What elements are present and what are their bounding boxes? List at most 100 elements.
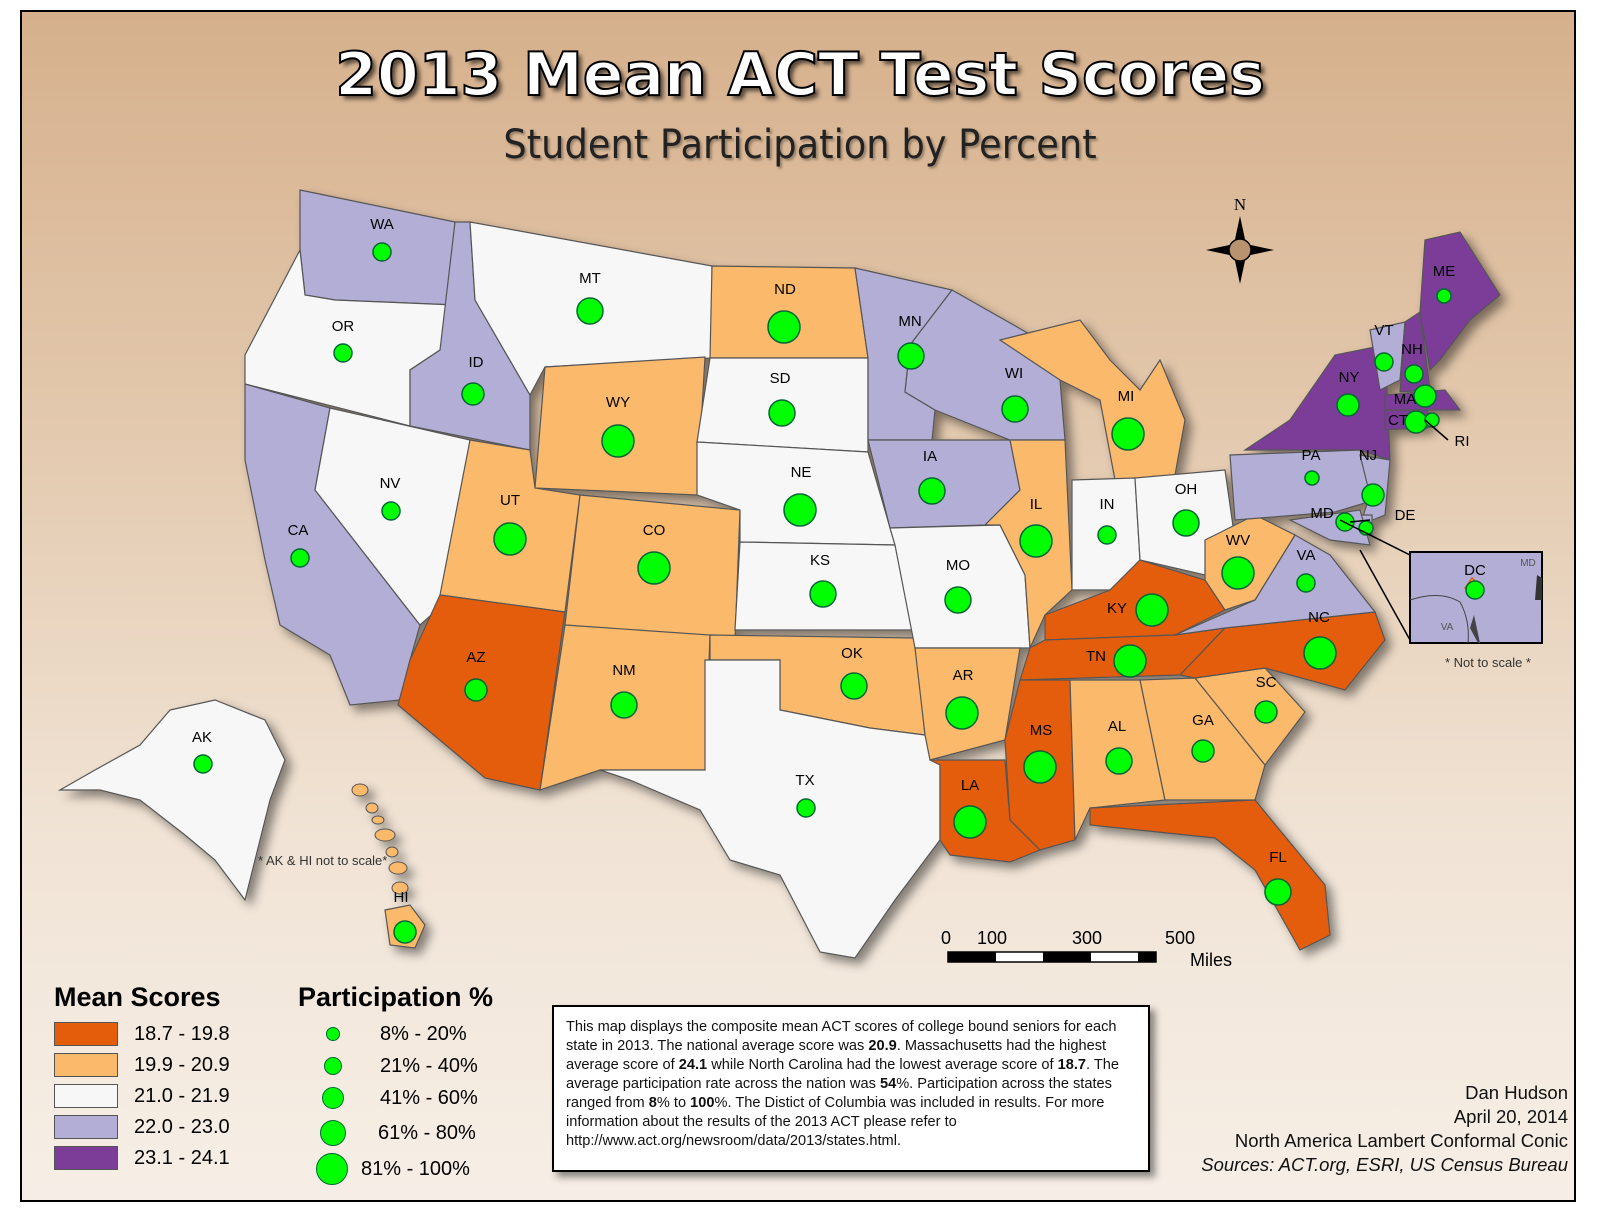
state-label-me: ME bbox=[1433, 263, 1456, 280]
participation-dot-nh bbox=[1404, 364, 1424, 384]
mean-legend-item: 23.1 - 24.1 bbox=[54, 1146, 230, 1170]
state-label-sc: SC bbox=[1256, 674, 1277, 691]
max-participation-value: 100 bbox=[690, 1095, 715, 1111]
participation-dot-vt bbox=[1374, 352, 1394, 372]
legend-swatch bbox=[54, 1084, 118, 1108]
participation-dot-az bbox=[464, 678, 488, 702]
participation-dot-wv bbox=[1221, 556, 1255, 590]
legend-label: 21% - 40% bbox=[380, 1054, 478, 1077]
participation-dot-or bbox=[333, 343, 353, 363]
participation-dot-ny bbox=[1336, 393, 1360, 417]
hawaii-island bbox=[391, 881, 409, 895]
mean-legend-item: 21.0 - 21.9 bbox=[54, 1084, 230, 1108]
state-label-md: MD bbox=[1310, 505, 1333, 522]
scale-unit: Miles bbox=[1190, 950, 1233, 970]
map-subtitle: Student Participation by Percent bbox=[503, 122, 1097, 168]
description-text: while North Carolina had the lowest aver… bbox=[707, 1057, 1058, 1073]
description-text: This map displays the composite mean ACT… bbox=[566, 1019, 1117, 1054]
state-pa bbox=[1229, 449, 1376, 521]
participation-dot-ar bbox=[945, 696, 979, 730]
state-label-nj: NJ bbox=[1359, 447, 1377, 464]
participation-dot-fl bbox=[1264, 878, 1292, 906]
participation-dot-nj bbox=[1361, 483, 1385, 507]
participation-dot-tx bbox=[796, 798, 816, 818]
state-label-mt: MT bbox=[579, 270, 601, 287]
state-label-id: ID bbox=[469, 354, 484, 371]
state-label-ak: AK bbox=[192, 729, 212, 746]
mean-legend-item: 18.7 - 19.8 bbox=[54, 1022, 230, 1046]
participation-dot-mo bbox=[944, 586, 972, 614]
state-label-hi: HI bbox=[394, 889, 409, 906]
hawaii-island bbox=[371, 815, 385, 825]
dc-label: DC bbox=[1464, 562, 1486, 579]
state-label-ct: CT bbox=[1388, 412, 1408, 429]
participation-dot-wi bbox=[1001, 395, 1029, 423]
date-credit: April 20, 2014 bbox=[1453, 1106, 1568, 1127]
legend-swatch bbox=[54, 1022, 118, 1046]
participation-legend-item: 21% - 40% bbox=[320, 1054, 478, 1078]
state-label-nc: NC bbox=[1308, 609, 1330, 626]
mean-legend-item: 19.9 - 20.9 bbox=[54, 1053, 230, 1077]
state-label-tx: TX bbox=[795, 772, 814, 789]
participation-dot-wa bbox=[372, 242, 392, 262]
lowest-score-value: 18.7 bbox=[1057, 1057, 1087, 1073]
description-text: %. Participation across the states range… bbox=[566, 1076, 1112, 1111]
participation-dot-la bbox=[953, 805, 987, 839]
north-label: N bbox=[1234, 195, 1246, 214]
description-text: . The average participation rate across … bbox=[566, 1057, 1120, 1092]
state-label-la: LA bbox=[961, 777, 979, 794]
state-label-tn: TN bbox=[1086, 648, 1106, 665]
hawaii-island bbox=[374, 828, 396, 842]
ak-hi-note: * AK & HI not to scale* bbox=[258, 853, 388, 868]
participation-dot-ut bbox=[493, 522, 527, 556]
state-label-ms: MS bbox=[1030, 722, 1053, 739]
state-shapes bbox=[57, 189, 1501, 959]
state-label-in: IN bbox=[1100, 496, 1115, 513]
mean-legend-item: 22.0 - 23.0 bbox=[54, 1115, 230, 1139]
legend-label: 8% - 20% bbox=[380, 1022, 467, 1045]
participation-dot-nd bbox=[767, 310, 801, 344]
participation-dot-ca bbox=[290, 548, 310, 568]
legend-dot bbox=[324, 1057, 342, 1075]
legend-label: 61% - 80% bbox=[378, 1121, 476, 1144]
state-label-pa: PA bbox=[1302, 447, 1321, 464]
participation-legend-title: Participation % bbox=[298, 982, 494, 1012]
state-tx bbox=[599, 659, 941, 959]
legend-label: 22.0 - 23.0 bbox=[134, 1115, 230, 1138]
participation-dot-ms bbox=[1023, 750, 1057, 784]
participation-dot-va bbox=[1296, 573, 1316, 593]
participation-dot-ne bbox=[783, 493, 817, 527]
state-label-ca: CA bbox=[288, 522, 309, 539]
participation-legend-item: 41% - 60% bbox=[320, 1085, 478, 1111]
participation-dot-pa bbox=[1304, 470, 1320, 486]
state-la bbox=[929, 759, 1042, 863]
participation-dot-sd bbox=[768, 399, 796, 427]
state-label-wa: WA bbox=[370, 216, 394, 233]
state-label-il: IL bbox=[1030, 496, 1043, 513]
description-text: % to bbox=[656, 1095, 691, 1111]
min-participation-value: 8 bbox=[648, 1095, 657, 1111]
inset-va-label: VA bbox=[1441, 622, 1454, 633]
state-label-va: VA bbox=[1297, 547, 1316, 564]
state-label-ia: IA bbox=[923, 448, 937, 465]
state-label-vt: VT bbox=[1374, 322, 1393, 339]
state-label-ok: OK bbox=[841, 645, 863, 662]
participation-dot-oh bbox=[1172, 509, 1200, 537]
state-label-wv: WV bbox=[1226, 532, 1250, 549]
description-text: . Massachusetts had the highest average … bbox=[566, 1038, 1107, 1073]
state-labels: WA OR CA NV ID MT WY UT AZ CO NM ND SD NE KS OK TX MN IA MO… bbox=[192, 216, 1470, 906]
state-ga bbox=[1139, 677, 1266, 801]
participation-dot-ks bbox=[809, 580, 837, 608]
participation-dot-in bbox=[1097, 525, 1117, 545]
inset-md-label: MD bbox=[1520, 558, 1536, 569]
description-box: This map displays the composite mean ACT… bbox=[552, 1005, 1150, 1172]
state-label-ar: AR bbox=[953, 667, 974, 684]
legend-swatch bbox=[54, 1115, 118, 1139]
legend-label: 41% - 60% bbox=[380, 1086, 478, 1109]
state-label-ga: GA bbox=[1192, 712, 1214, 729]
leader-lines bbox=[1339, 419, 1449, 641]
state-label-ut: UT bbox=[500, 492, 520, 509]
participation-dot-ct bbox=[1404, 410, 1428, 434]
state-label-nv: NV bbox=[380, 475, 401, 492]
